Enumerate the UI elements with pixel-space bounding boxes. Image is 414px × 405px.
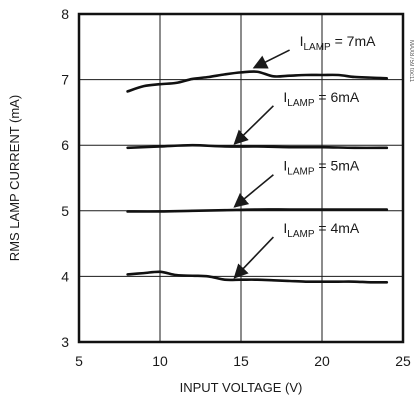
x-tick-label: 20 [314, 353, 330, 369]
series-label: ILAMP = 4mA [283, 220, 360, 240]
y-tick-label: 4 [61, 268, 69, 284]
annotation-arrow [233, 236, 274, 279]
series-label: ILAMP = 6mA [283, 89, 360, 109]
grid [79, 14, 403, 342]
x-tick-label: 15 [233, 353, 249, 369]
annotation-arrow [233, 174, 274, 208]
annotations: ILAMP = 7mA ILAMP = 6mA ILAMP = 5mA ILAMP =… [233, 33, 377, 279]
x-tick-label: 5 [75, 353, 83, 369]
y-tick-label: 3 [61, 334, 69, 350]
y-tick-label: 8 [61, 6, 69, 22]
annotation-arrow [233, 105, 274, 145]
tick-labels: 5 10 15 20 25 3 4 5 6 7 8 [61, 6, 411, 369]
y-tick-label: 7 [61, 72, 69, 88]
y-axis-title: RMS LAMP CURRENT (mA) [7, 95, 22, 261]
series-group [126, 70, 389, 284]
x-axis-title: INPUT VOLTAGE (V) [180, 380, 303, 395]
series-line-1 [126, 70, 389, 93]
x-tick-label: 10 [152, 353, 168, 369]
x-tick-label: 25 [395, 353, 411, 369]
chart-id-watermark: MAX8759 toc11 [408, 40, 414, 83]
annotation-arrow [252, 49, 290, 69]
series-line-3 [126, 208, 389, 213]
series-label: ILAMP = 5mA [283, 158, 360, 178]
series-label: ILAMP = 7mA [300, 33, 377, 53]
y-tick-label: 5 [61, 203, 69, 219]
plot-frame [77, 12, 405, 344]
series-line-4 [126, 270, 389, 284]
series-line-2 [126, 143, 389, 150]
y-tick-label: 6 [61, 137, 69, 153]
